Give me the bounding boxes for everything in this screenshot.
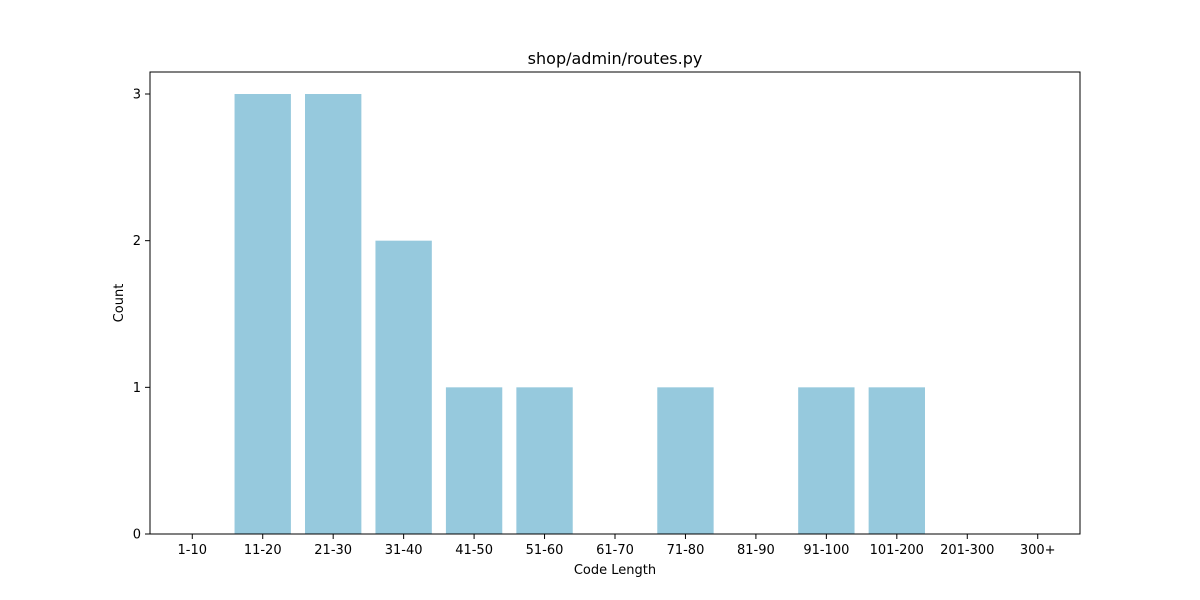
y-axis-label: Count <box>112 284 127 323</box>
x-axis-label: Code Length <box>574 563 656 578</box>
x-tick-label: 71-80 <box>667 543 705 558</box>
bar-51-60 <box>516 387 573 534</box>
x-tick-label: 101-200 <box>870 543 924 558</box>
x-tick-label: 31-40 <box>385 543 423 558</box>
y-tick-label: 2 <box>133 234 141 249</box>
x-tick-label: 300+ <box>1020 543 1056 558</box>
y-axis-ticks: 0 1 2 3 <box>133 88 150 543</box>
x-tick-label: 201-300 <box>940 543 994 558</box>
bar-71-80 <box>657 387 714 534</box>
bar-11-20 <box>234 94 291 534</box>
y-tick-label: 1 <box>133 381 141 396</box>
x-tick-label: 91-100 <box>803 543 849 558</box>
y-tick-label: 3 <box>133 88 141 103</box>
chart-title: shop/admin/routes.py <box>528 49 703 68</box>
bars-group <box>234 94 925 534</box>
x-tick-label: 21-30 <box>314 543 352 558</box>
x-tick-label: 51-60 <box>526 543 564 558</box>
x-tick-label: 61-70 <box>596 543 634 558</box>
y-tick-label: 0 <box>133 528 141 543</box>
x-tick-label: 81-90 <box>737 543 775 558</box>
bar-31-40 <box>375 240 432 534</box>
bar-101-200 <box>868 387 925 534</box>
x-tick-label: 1-10 <box>178 543 208 558</box>
x-tick-label: 11-20 <box>244 543 282 558</box>
bar-41-50 <box>445 387 503 534</box>
x-tick-label: 41-50 <box>455 543 493 558</box>
bar-21-30 <box>305 94 362 534</box>
bar-91-100 <box>798 387 855 534</box>
x-axis-ticks: 1-10 11-20 21-30 31-40 41-50 51-60 61-70 71-80 8… <box>178 534 1056 558</box>
